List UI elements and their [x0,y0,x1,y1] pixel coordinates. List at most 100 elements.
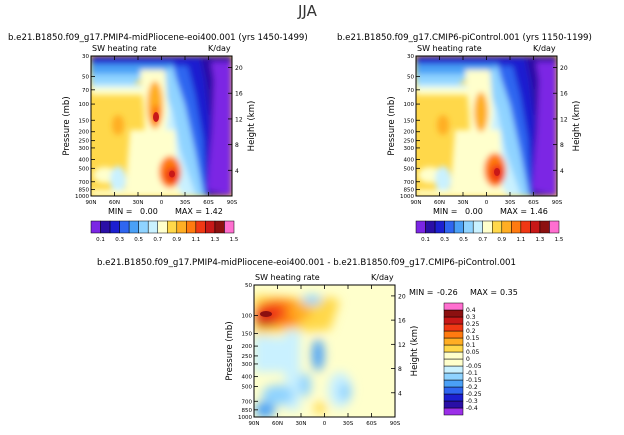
colorbar-label-midPliocene: 1.3 [211,237,220,243]
colorbar-box-midPliocene [157,220,168,234]
colorbar-box-piControl [549,220,560,234]
colorbar-box-difference [443,372,464,381]
panel-c-max-label: MAX = [470,288,498,297]
field-picontrol [416,56,557,196]
y-tick-label-piControl: 200 [404,130,415,136]
colorbar-box-midPliocene [186,220,197,234]
colorbar-box-difference [443,302,464,311]
right-tick-label-difference: 16 [398,318,406,325]
x-tick-label-piControl: 30S [505,200,516,206]
right-tick-label-midPliocene: 16 [235,91,243,98]
colorbar-label-piControl: 0.3 [440,237,449,243]
colorbar-box-piControl [472,220,483,234]
colorbar-box-midPliocene [195,220,206,234]
colorbar-label-difference: 0.3 [466,314,476,321]
colorbar-label-midPliocene: 0.5 [134,237,143,243]
colorbar-box-midPliocene [119,220,130,234]
colorbar-label-midPliocene: 0.1 [96,237,105,243]
x-tick-label-piControl: 60N [434,200,445,206]
y-axis-label-midPliocene: Pressure (mb) [62,96,72,155]
colorbar-label-piControl: 1.3 [536,237,545,243]
x-tick-label-difference: 60S [366,421,377,427]
x-tick-label-piControl: 90N [410,200,421,206]
right-tick-label-difference: 12 [398,342,406,349]
panel-b-title: b.e21.B1850.f09_g17.CMIP6-piControl.001 … [337,33,592,43]
max-spot-difference [260,311,272,317]
right-tick-label-midPliocene: 20 [235,65,243,72]
panel-c-left-label: SW heating rate [255,273,320,282]
colorbar-box-piControl [434,220,445,234]
right-tick-label-difference: 20 [398,293,406,300]
y-axis-right-label-midPliocene: Height (km) [247,101,257,152]
y-axis-label-piControl: Pressure (mb) [387,96,397,155]
x-tick-label-midPliocene: 60S [203,200,214,206]
y-axis-label-difference: Pressure (mb) [225,321,235,380]
colorbar-box-difference [443,386,464,395]
panel-b-left-label: SW heating rate [417,44,482,53]
colorbar-box-piControl [520,220,531,234]
y-tick-label-midPliocene: 150 [79,118,90,124]
panel-b-min-label: MIN = [433,207,458,216]
y-tick-label-piControl: 700 [404,180,415,186]
panel-b-min-value: 0.00 [465,207,483,216]
colorbar-box-midPliocene [90,220,101,234]
x-tick-label-piControl: 30N [457,200,468,206]
colorbar-label-midPliocene: 0.7 [153,237,162,243]
x-tick-label-difference: 90S [390,421,401,427]
field-midpliocene [91,56,232,196]
max-spot2-midpliocene [169,170,175,178]
right-tick-label-piControl: 16 [560,91,568,98]
y-tick-label-midPliocene: 1000 [75,194,89,200]
x-tick-label-difference: 90N [248,421,259,427]
x-tick-label-midPliocene: 90N [85,200,96,206]
colorbar-label-piControl: 0.7 [478,237,487,243]
y-tick-label-midPliocene: 500 [79,166,90,172]
y-tick-label-difference: 400 [242,375,253,381]
x-tick-label-piControl: 60S [528,200,539,206]
y-tick-label-piControl: 250 [404,139,415,145]
y-tick-label-piControl: 70 [407,88,414,94]
colorbar-box-piControl [425,220,436,234]
panel-a-left-label: SW heating rate [92,44,157,53]
y-tick-label-midPliocene: 50 [82,74,89,80]
colorbar-box-difference [443,365,464,374]
right-tick-label-midPliocene: 4 [235,168,239,175]
y-tick-label-midPliocene: 300 [79,146,90,152]
panel-a-max-label: MAX = [175,207,203,216]
colorbar-box-piControl [530,220,541,234]
colorbar-label-difference: 0.2 [466,328,476,335]
panel-a-min-value: 0.00 [140,207,158,216]
colorbar-box-difference [443,309,464,318]
colorbar-box-midPliocene [176,220,187,234]
colorbar-label-difference: -0.05 [466,363,482,370]
right-tick-label-midPliocene: 8 [235,142,239,149]
colorbar-label-midPliocene: 1.1 [191,237,200,243]
panel-a-title: b.e21.B1850.f09_g17.PMIP4-midPliocene-eo… [8,33,308,43]
y-tick-label-difference: 1000 [238,415,252,421]
panel-b-max-value: 1.46 [530,207,548,216]
y-tick-label-midPliocene: 850 [79,188,90,194]
right-tick-label-piControl: 12 [560,116,568,123]
colorbar-box-midPliocene [167,220,178,234]
colorbar-box-difference [443,344,464,353]
colorbar-box-piControl [539,220,550,234]
colorbar-label-difference: -0.25 [466,391,482,398]
colorbar-box-piControl [463,220,474,234]
y-tick-label-midPliocene: 400 [79,157,90,163]
colorbar-box-midPliocene [128,220,139,234]
y-tick-label-piControl: 1000 [400,194,414,200]
colorbar-label-difference: -0.4 [466,405,478,412]
colorbar-box-difference [443,351,464,360]
y-tick-label-piControl: 100 [404,102,415,108]
colorbar-box-piControl [482,220,493,234]
y-tick-label-midPliocene: 700 [79,180,90,186]
y-tick-label-piControl: 300 [404,146,415,152]
max-spot-midpliocene [153,112,159,122]
y-tick-label-difference: 100 [242,314,253,320]
y-tick-label-piControl: 50 [407,74,414,80]
y-tick-label-difference: 200 [242,344,253,350]
colorbar-box-difference [443,316,464,325]
y-axis-right-label-piControl: Height (km) [572,101,582,152]
right-tick-label-piControl: 4 [560,168,564,175]
